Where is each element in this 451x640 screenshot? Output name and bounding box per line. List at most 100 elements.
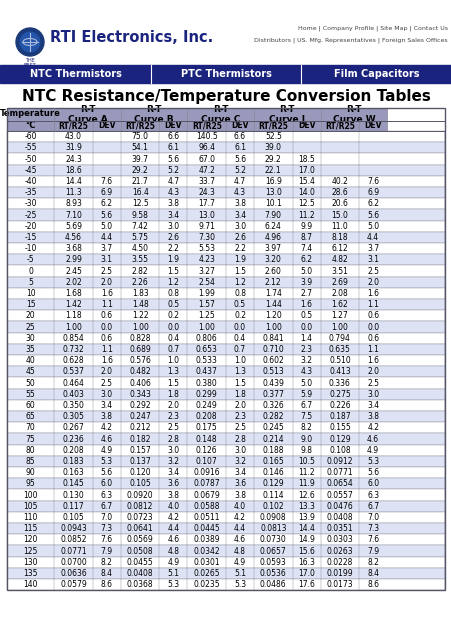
Bar bbox=[320, 108, 387, 121]
Text: 0.635: 0.635 bbox=[328, 345, 350, 354]
Text: 3.0: 3.0 bbox=[167, 445, 179, 454]
Text: 5.6: 5.6 bbox=[167, 154, 179, 163]
Text: 6.6: 6.6 bbox=[234, 132, 245, 141]
Text: 0.0723: 0.0723 bbox=[127, 513, 153, 522]
Text: RT/R25: RT/R25 bbox=[258, 122, 288, 131]
Text: 0.689: 0.689 bbox=[129, 345, 151, 354]
Bar bbox=[7, 176, 444, 187]
Text: 8.2: 8.2 bbox=[366, 557, 378, 566]
Text: 29.2: 29.2 bbox=[132, 166, 148, 175]
Text: 2.0: 2.0 bbox=[101, 278, 113, 287]
Text: 3.2: 3.2 bbox=[234, 457, 245, 466]
Text: 75: 75 bbox=[26, 435, 36, 444]
Text: R-T
Curve J: R-T Curve J bbox=[269, 105, 305, 124]
Bar bbox=[54, 108, 120, 121]
Text: 0.732: 0.732 bbox=[63, 345, 84, 354]
Text: 6.9: 6.9 bbox=[101, 188, 113, 197]
Text: 22.1: 22.1 bbox=[264, 166, 281, 175]
Text: 0.0912: 0.0912 bbox=[326, 457, 352, 466]
Text: -50: -50 bbox=[24, 154, 37, 163]
Text: 2.08: 2.08 bbox=[331, 289, 347, 298]
Text: 6.0: 6.0 bbox=[101, 479, 113, 488]
Text: 0.0593: 0.0593 bbox=[259, 557, 286, 566]
Text: 47.2: 47.2 bbox=[198, 166, 215, 175]
Text: 0.120: 0.120 bbox=[129, 468, 151, 477]
Text: 0.0: 0.0 bbox=[167, 323, 179, 332]
Bar bbox=[7, 142, 444, 154]
Text: Home | Company Profile | Site Map | Contact Us: Home | Company Profile | Site Map | Cont… bbox=[297, 25, 447, 31]
Text: 2.8: 2.8 bbox=[167, 435, 179, 444]
Bar bbox=[120, 121, 159, 131]
Text: 16.4: 16.4 bbox=[131, 188, 148, 197]
Text: 1.6: 1.6 bbox=[366, 289, 378, 298]
Bar bbox=[7, 187, 444, 198]
Text: 3.4: 3.4 bbox=[234, 468, 245, 477]
Text: 0.794: 0.794 bbox=[328, 333, 350, 342]
Bar bbox=[7, 411, 444, 422]
Bar bbox=[320, 121, 359, 131]
Bar bbox=[187, 121, 226, 131]
Text: RT/R25: RT/R25 bbox=[324, 122, 354, 131]
Bar bbox=[7, 344, 444, 355]
Text: DEV: DEV bbox=[164, 122, 182, 131]
Text: 0.0199: 0.0199 bbox=[326, 569, 352, 578]
Text: 1.5: 1.5 bbox=[234, 266, 245, 275]
Text: 0.249: 0.249 bbox=[195, 401, 217, 410]
Text: 5.6: 5.6 bbox=[234, 154, 245, 163]
Text: DEV: DEV bbox=[231, 122, 248, 131]
Text: 5.6: 5.6 bbox=[366, 468, 378, 477]
Text: 0.126: 0.126 bbox=[195, 445, 217, 454]
Text: 45: 45 bbox=[26, 367, 36, 376]
Text: 0.854: 0.854 bbox=[63, 333, 84, 342]
Text: 7.10: 7.10 bbox=[65, 211, 82, 220]
Text: 0.537: 0.537 bbox=[63, 367, 84, 376]
Text: 3.1: 3.1 bbox=[366, 255, 378, 264]
Text: 5.2: 5.2 bbox=[167, 166, 179, 175]
Text: THE
BEST: THE BEST bbox=[23, 58, 36, 68]
Text: 4.9: 4.9 bbox=[234, 557, 245, 566]
Text: 4.9: 4.9 bbox=[167, 557, 179, 566]
Text: 1.1: 1.1 bbox=[101, 300, 113, 309]
Text: 1.00: 1.00 bbox=[65, 323, 82, 332]
Bar bbox=[7, 243, 444, 254]
Text: 0.5: 0.5 bbox=[167, 300, 179, 309]
Text: 8.18: 8.18 bbox=[331, 233, 347, 242]
Bar bbox=[187, 108, 253, 121]
Text: 4.2: 4.2 bbox=[167, 513, 179, 522]
Text: 1.22: 1.22 bbox=[132, 311, 148, 320]
Text: 1.00: 1.00 bbox=[198, 323, 215, 332]
Text: 0.0445: 0.0445 bbox=[193, 524, 220, 533]
Text: 0.464: 0.464 bbox=[63, 378, 84, 387]
Text: 16.3: 16.3 bbox=[298, 557, 314, 566]
Text: 6.2: 6.2 bbox=[366, 199, 378, 208]
Text: 5.6: 5.6 bbox=[101, 211, 113, 220]
Text: 3.2: 3.2 bbox=[167, 457, 179, 466]
Text: 0: 0 bbox=[28, 266, 33, 275]
Text: 4.4: 4.4 bbox=[366, 233, 378, 242]
Text: DEV: DEV bbox=[297, 122, 315, 131]
Bar bbox=[359, 121, 387, 131]
Text: 29.2: 29.2 bbox=[264, 154, 281, 163]
Text: 0.0916: 0.0916 bbox=[193, 468, 220, 477]
Text: 0.0: 0.0 bbox=[366, 323, 378, 332]
Bar bbox=[7, 523, 444, 534]
Text: 1.42: 1.42 bbox=[65, 300, 82, 309]
Text: 0.653: 0.653 bbox=[195, 345, 217, 354]
Text: 0.6: 0.6 bbox=[366, 333, 378, 342]
Text: 7.6: 7.6 bbox=[366, 177, 378, 186]
Text: 0.0455: 0.0455 bbox=[126, 557, 153, 566]
Text: 4.6: 4.6 bbox=[101, 435, 113, 444]
Text: 8.4: 8.4 bbox=[101, 569, 113, 578]
Text: 3.4: 3.4 bbox=[167, 468, 179, 477]
Text: 6.3: 6.3 bbox=[366, 490, 378, 499]
Text: 2.99: 2.99 bbox=[65, 255, 82, 264]
Text: 3.27: 3.27 bbox=[198, 266, 215, 275]
Text: 0.841: 0.841 bbox=[262, 333, 284, 342]
Bar bbox=[7, 568, 444, 579]
Text: 60: 60 bbox=[26, 401, 36, 410]
Text: 3.4: 3.4 bbox=[234, 211, 245, 220]
Text: 0.439: 0.439 bbox=[262, 378, 284, 387]
Text: PTC Thermistors: PTC Thermistors bbox=[180, 69, 271, 79]
Text: 0.129: 0.129 bbox=[262, 479, 284, 488]
Text: 2.0: 2.0 bbox=[366, 278, 378, 287]
